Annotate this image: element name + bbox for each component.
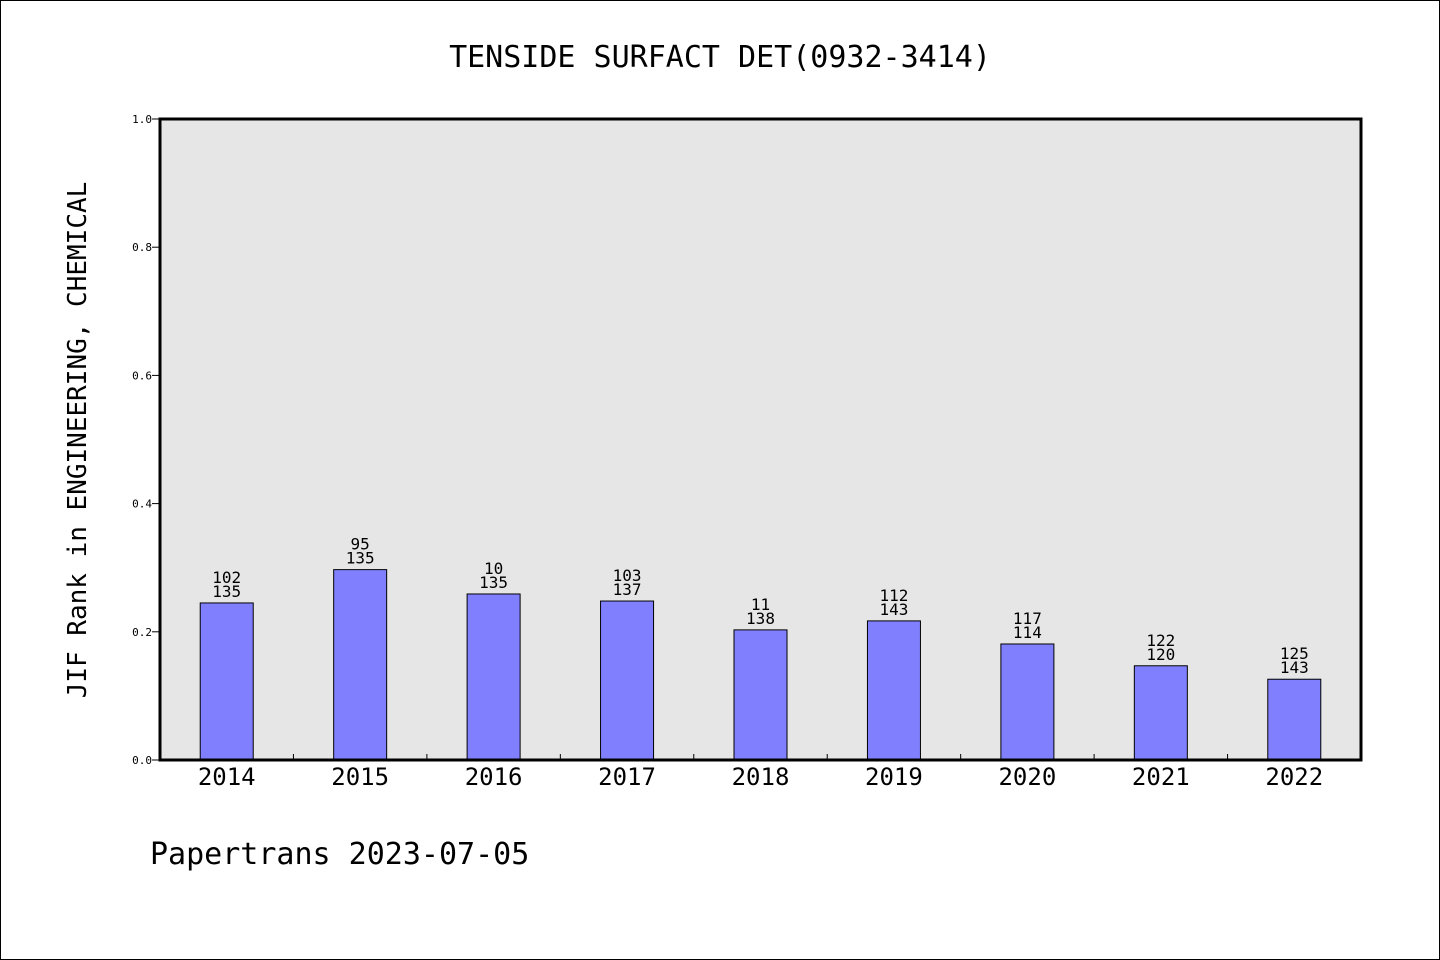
y-tick-label: 0.4	[132, 498, 152, 511]
x-tick-label: 2018	[732, 763, 790, 791]
bar-total-label: 135	[479, 573, 508, 592]
bar-total-label: 135	[212, 582, 241, 601]
bar-rank-label: 102	[212, 568, 241, 587]
bar-rank-label: 95	[351, 535, 370, 554]
bar-2017	[600, 600, 655, 761]
bar-rank-label: 125	[1280, 644, 1309, 663]
x-tick-label: 2021	[1132, 763, 1190, 791]
bar-2014	[199, 602, 254, 761]
bar-2022	[1267, 678, 1322, 761]
y-tick-label: 0.6	[132, 369, 152, 382]
y-tick-label: 0.8	[132, 241, 152, 254]
plot-border	[158, 117, 1363, 762]
bar-2019	[866, 620, 921, 761]
bar-2016	[466, 593, 521, 761]
bar-total-label: 114	[1013, 623, 1042, 642]
x-tick-label: 2019	[865, 763, 923, 791]
x-tick-label: 2016	[465, 763, 523, 791]
x-tick-label: 2020	[998, 763, 1056, 791]
bar-total-label: 135	[346, 549, 375, 568]
x-tick-label: 2015	[331, 763, 389, 791]
footer-credit: Papertrans 2023-07-05	[150, 837, 529, 872]
bar-2018	[733, 629, 788, 761]
bar-rank-label: 122	[1146, 631, 1175, 650]
bar-2021	[1133, 665, 1188, 761]
x-tick-label: 2014	[198, 763, 256, 791]
bar-total-label: 120	[1146, 645, 1175, 664]
bar-total-label: 138	[746, 609, 775, 628]
bar-rank-label: 112	[879, 586, 908, 605]
bar-total-label: 143	[879, 600, 908, 619]
bar-rank-label: 11	[751, 595, 770, 614]
bar-total-label: 137	[613, 580, 642, 599]
chart-title: TENSIDE SURFACT DET(0932-3414)	[449, 40, 991, 75]
bar-rank-label: 10	[484, 559, 503, 578]
x-tick-label: 2017	[598, 763, 656, 791]
x-tick-label: 2022	[1265, 763, 1323, 791]
y-tick-label: 0.2	[132, 626, 152, 639]
y-axis-label: JIF Rank in ENGINEERING, CHEMICAL	[63, 182, 93, 699]
bar-rank-label: 117	[1013, 609, 1042, 628]
bars-group	[199, 569, 1322, 761]
bar-2015	[333, 569, 388, 761]
y-tick-label: 0.0	[132, 754, 152, 767]
x-axis-ticks: 2014 2015 2016 2017 2018 2019 2020 2021 2022	[198, 754, 1323, 791]
bar-rank-label: 103	[613, 566, 642, 585]
bar-total-label: 143	[1280, 658, 1309, 677]
y-axis-ticks: 0.0 0.2 0.4 0.6 0.8 1.0	[132, 113, 160, 767]
y-tick-label: 1.0	[132, 113, 152, 126]
bar-2020	[1000, 643, 1055, 761]
